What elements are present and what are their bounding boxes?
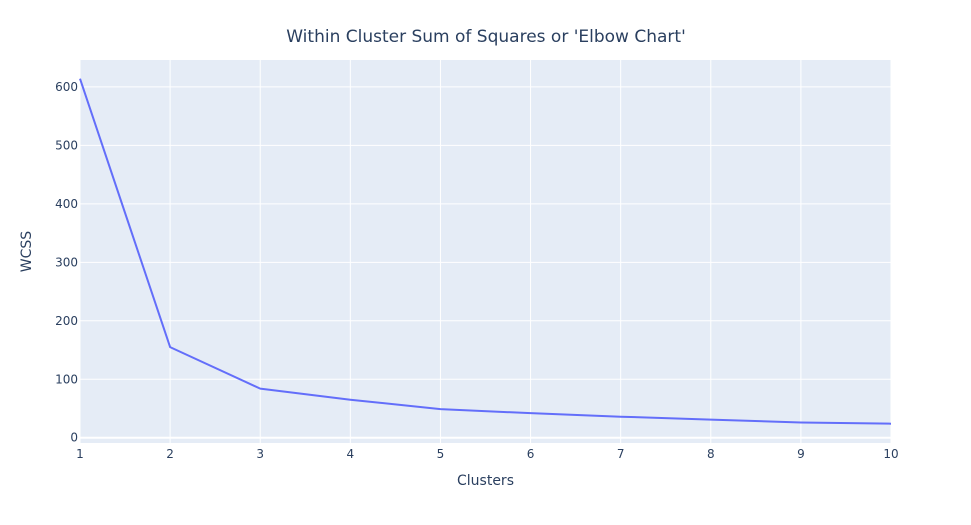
series-layer <box>79 78 892 425</box>
y-tick-label: 0 <box>70 431 78 445</box>
x-tick-label: 7 <box>617 447 625 461</box>
x-tick-label: 5 <box>437 447 445 461</box>
x-tick-label: 6 <box>527 447 535 461</box>
x-tick-label: 4 <box>347 447 355 461</box>
y-tick-label: 100 <box>55 372 78 386</box>
x-tick-label: 3 <box>256 447 264 461</box>
x-tick-label: 10 <box>883 447 898 461</box>
x-tick-label: 9 <box>797 447 805 461</box>
y-tick-label: 600 <box>55 80 78 94</box>
y-tick-label: 200 <box>55 314 78 328</box>
plot-area <box>80 60 891 443</box>
chart-title: Within Cluster Sum of Squares or 'Elbow … <box>286 27 686 47</box>
x-tick-label: 8 <box>707 447 715 461</box>
x-tick-label: 1 <box>76 447 84 461</box>
grid-lines <box>79 60 892 443</box>
y-tick-label: 400 <box>55 197 78 211</box>
x-tick-label: 2 <box>166 447 174 461</box>
y-tick-label: 500 <box>55 138 78 152</box>
y-axis-title: WCSS <box>19 231 35 273</box>
x-axis-title: Clusters <box>457 473 514 489</box>
y-tick-label: 300 <box>55 255 78 269</box>
series-line <box>79 78 892 425</box>
